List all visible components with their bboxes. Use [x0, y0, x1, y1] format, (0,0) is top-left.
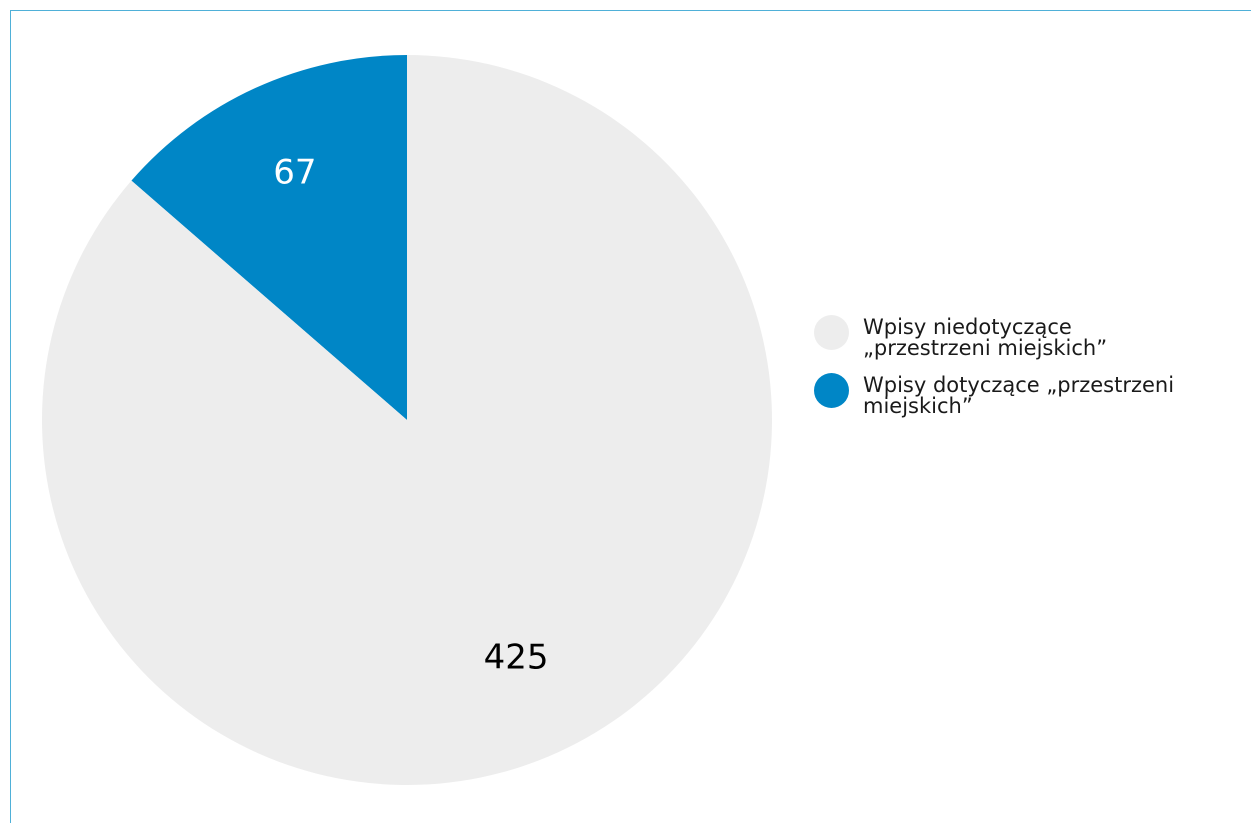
pie-data-label-0: 67: [273, 153, 316, 193]
legend-label-dotyczace-line1: Wpisy dotyczące „przestrzeni: [863, 373, 1175, 397]
legend-swatch-dotyczace: [814, 373, 849, 408]
pie-slice-1: [42, 55, 772, 786]
chart-frame: [10, 10, 1251, 823]
legend-label-niedotyczace-line1: Wpisy niedotyczące: [863, 315, 1072, 339]
legend-label-dotyczace-line2: miejskich”: [863, 394, 973, 418]
pie-slices: [42, 55, 772, 786]
legend-label-niedotyczace: Wpisy niedotyczące „przestrzeni miejskic…: [863, 317, 1107, 359]
legend-item-niedotyczace: Wpisy niedotyczące „przestrzeni miejskic…: [814, 315, 1244, 359]
legend-label-niedotyczace-line2: „przestrzeni miejskich”: [863, 336, 1108, 360]
pie-data-labels: 67 425: [273, 153, 548, 678]
legend: Wpisy niedotyczące „przestrzeni miejskic…: [814, 315, 1244, 431]
legend-swatch-niedotyczace: [814, 315, 849, 350]
legend-item-dotyczace: Wpisy dotyczące „przestrzeni miejskich”: [814, 373, 1244, 417]
pie-slice-0: [131, 55, 408, 420]
legend-label-dotyczace: Wpisy dotyczące „przestrzeni miejskich”: [863, 375, 1174, 417]
pie-data-label-1: 425: [484, 638, 549, 678]
